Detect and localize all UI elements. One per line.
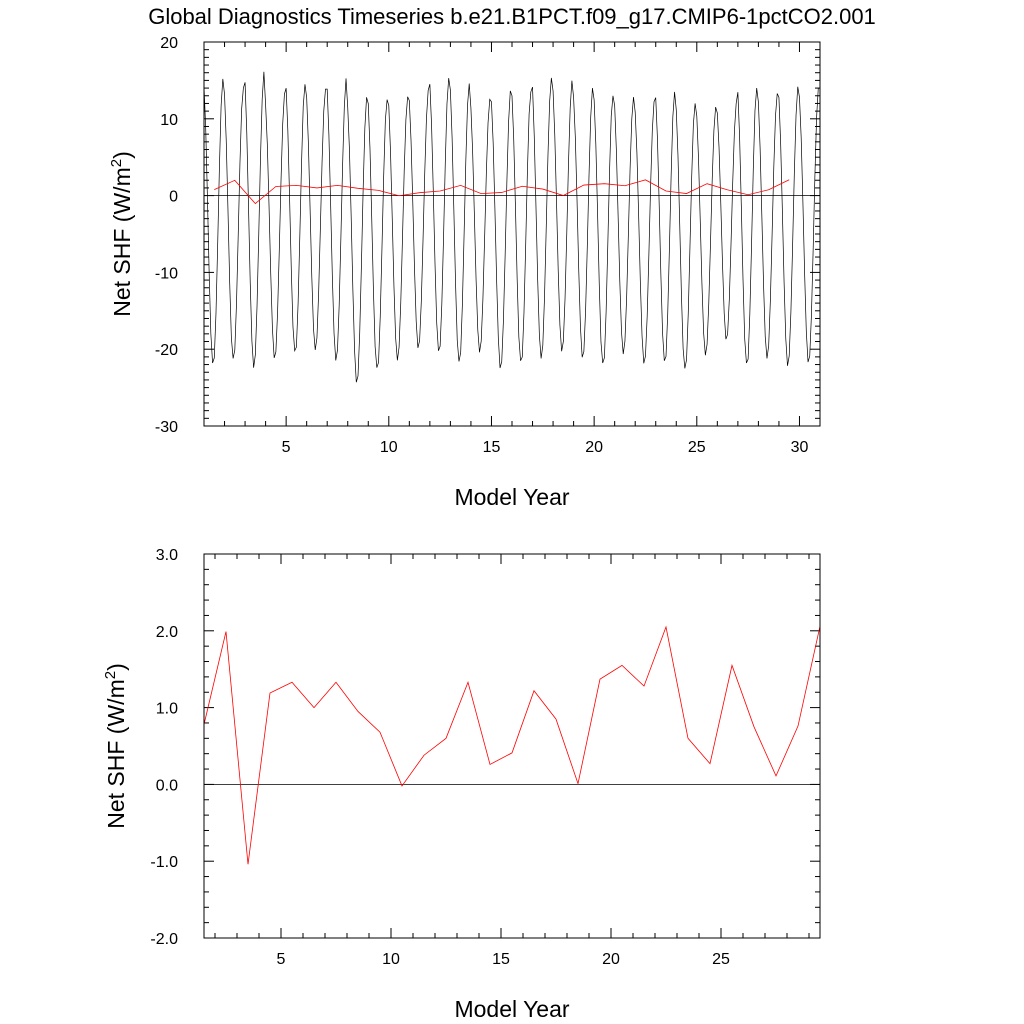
y-tick-label: -10: [155, 265, 178, 282]
x-tick-label: 30: [791, 439, 809, 456]
y-tick-label: 10: [160, 112, 178, 129]
plot-frame: [203, 41, 821, 427]
y-tick-label: -2.0: [150, 931, 178, 948]
annual-mean-series-line: [214, 179, 790, 205]
y-tick-label: 0.0: [156, 777, 178, 794]
y-tick-label: -20: [155, 342, 178, 359]
y-tick-label: 20: [160, 35, 178, 52]
y-tick-label: -1.0: [150, 854, 178, 871]
x-tick-label: 5: [277, 951, 286, 968]
x-tick-label: 10: [380, 439, 398, 456]
y-tick-label: 0: [169, 189, 178, 206]
bottom-panel: 5 10 15 20 25 -2.0 -1.0 0.0 1.0 2.0 3.0 Model Year N…: [102, 547, 821, 1022]
x-axis-label: Model Year: [454, 484, 569, 510]
annual-mean-series-line: [204, 625, 820, 865]
x-tick-label: 25: [712, 951, 730, 968]
y-axis-label: Net SHF (W/m2): [108, 151, 135, 317]
x-tick-label: 20: [585, 439, 603, 456]
y-axis-label: Net SHF (W/m2): [102, 663, 129, 829]
y-tick-label: -30: [155, 419, 178, 436]
x-tick-label: 15: [483, 439, 501, 456]
axis-ticks: [204, 553, 820, 939]
top-panel: 5 10 15 20 25 30 -30 -20 -10 0 10 20 Model Year Net S…: [108, 35, 821, 510]
x-axis-label: Model Year: [454, 996, 569, 1022]
y-tick-label: 3.0: [156, 547, 178, 564]
figure-title: Global Diagnostics Timeseries b.e21.B1PC…: [148, 4, 876, 29]
x-tick-label: 5: [282, 439, 291, 456]
plot-frame: [203, 553, 821, 939]
x-tick-label: 10: [382, 951, 400, 968]
x-tick-label: 15: [492, 951, 510, 968]
y-tick-label: 1.0: [156, 701, 178, 718]
y-tick-label: 2.0: [156, 624, 178, 641]
x-tick-label: 20: [602, 951, 620, 968]
x-tick-label: 25: [688, 439, 706, 456]
monthly-series-line: [204, 71, 819, 383]
